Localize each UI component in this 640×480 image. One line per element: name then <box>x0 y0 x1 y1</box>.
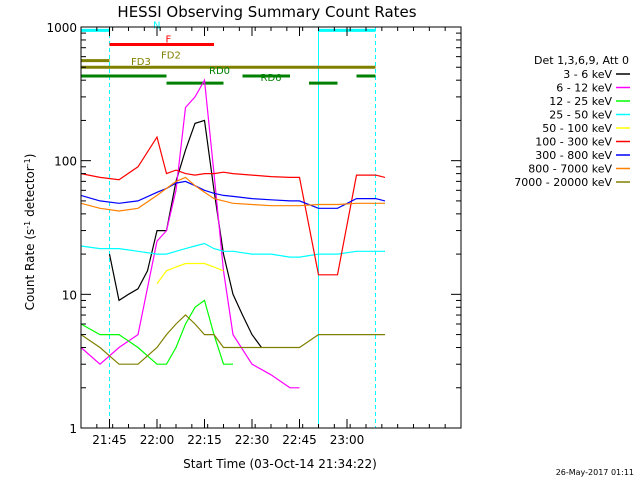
y-axis-label: Count Rate (s-1 detector-1) <box>23 154 38 311</box>
axes-frame: 1 10 100 1000 21:45 22:00 22:15 22:30 22:45 23:00 <box>46 21 462 447</box>
x-tick-label: 22:15 <box>187 433 222 447</box>
legend-entry-label: 3 - 6 keV <box>563 68 612 81</box>
series-line <box>80 180 386 209</box>
legend-entry-label: 800 - 7000 keV <box>528 163 612 176</box>
x-tick-label: 22:00 <box>140 433 175 447</box>
x-tick-label: 22:45 <box>282 433 317 447</box>
x-axis-label: Start Time (03-Oct-14 21:34:22) <box>183 457 377 471</box>
plot-area: NF FD2 FD3 RD0 RD6 <box>80 20 386 428</box>
legend-entry-label: 50 - 100 keV <box>542 122 612 135</box>
legend-entry-label: 12 - 25 keV <box>549 95 612 108</box>
flag-bar-label: FD2 <box>161 51 181 62</box>
series-line <box>156 262 224 285</box>
y-tick-label: 10 <box>62 288 77 302</box>
flag-bar-label: F <box>166 34 172 45</box>
legend-entry-label: 100 - 300 keV <box>535 136 612 149</box>
flag-bar-label: N <box>153 20 160 31</box>
series-line <box>108 119 262 348</box>
plot-frame <box>80 26 462 429</box>
legend-title: Det 1,3,6,9, Att 0 <box>534 54 629 67</box>
series-line <box>80 314 385 365</box>
series-line <box>80 78 300 389</box>
y-tick-label: 1 <box>69 422 77 436</box>
series-line <box>80 242 385 258</box>
legend-entry-label: 300 - 800 keV <box>535 149 612 162</box>
legend-entry-label: 25 - 50 keV <box>549 109 612 122</box>
x-tick-label: 22:30 <box>235 433 270 447</box>
flag-bar-label: RD6 <box>261 73 282 84</box>
chart-title: HESSI Observing Summary Count Rates <box>117 3 416 21</box>
x-tick-label: 21:45 <box>92 433 127 447</box>
y-tick-label: 1000 <box>46 21 77 35</box>
timestamp: 26-May-2017 01:11 <box>556 468 634 477</box>
flag-bar-label: RD0 <box>209 66 230 77</box>
series-line <box>80 299 233 365</box>
legend-entry-label: 6 - 12 keV <box>556 82 612 95</box>
y-tick-label: 100 <box>54 155 77 169</box>
series-line <box>80 135 386 276</box>
series-line <box>80 176 385 212</box>
x-tick-label: 23:00 <box>330 433 365 447</box>
legend-entry-label: 7000 - 20000 keV <box>514 176 612 189</box>
flag-bar-label: FD3 <box>131 57 151 68</box>
